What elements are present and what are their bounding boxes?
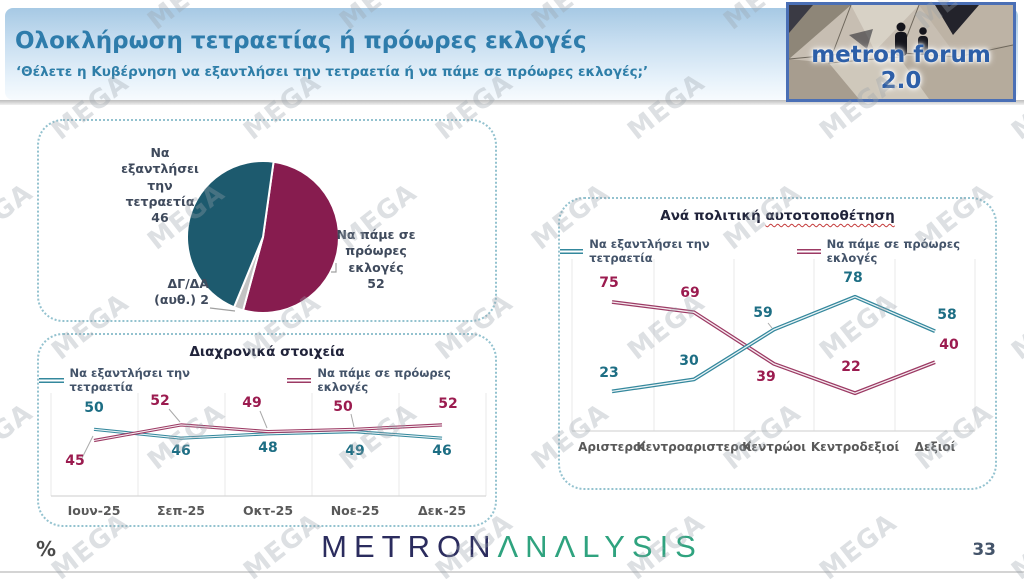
pie-label-dont-know: ΔΓ/ΔΑ (αυθ.) 2 (131, 276, 209, 309)
metron-forum-logo: metron forum 2.0 (786, 2, 1016, 102)
x-axis-label: Κεντροδεξιοί (811, 440, 900, 454)
data-label: 39 (756, 369, 775, 385)
brand-metron: METRON (321, 529, 498, 564)
political-title: Ανά πολιτική αυτοτοποθέτηση (560, 208, 995, 224)
pie-leader-line (331, 263, 337, 273)
data-label: 75 (599, 275, 618, 291)
x-axis-label: Δεκ-25 (418, 503, 466, 518)
data-label: 49 (242, 395, 261, 411)
page-subtitle: ‘Θέλετε η Κυβέρνηση να εξαντλήσει την τε… (16, 64, 649, 80)
data-label: 50 (333, 399, 353, 415)
data-label: 23 (599, 365, 618, 381)
pie-label-text: Να εξαντλήσει την τετραετία (121, 145, 199, 209)
header-divider (0, 100, 1024, 105)
pie-label-exhaust-term: Να εξαντλήσει την τετραετία 46 (117, 145, 203, 226)
pie-chart (186, 160, 340, 314)
timeline-card: Διαχρονικά στοιχεία Να εξαντλήσει την τε… (37, 333, 497, 527)
bottom-divider (0, 571, 1024, 573)
data-label: 45 (65, 453, 84, 469)
label-leader-line (259, 410, 268, 429)
series-line-core (611, 296, 936, 393)
timeline-title: Διαχρονικά στοιχεία (189, 344, 345, 360)
label-leader-line (767, 322, 773, 329)
x-axis-label: Δεξιοί (915, 440, 956, 454)
logo-photo-mosaic (789, 5, 1013, 99)
x-axis-label: Κεντροαριστεροί (636, 440, 752, 454)
pie-label-text: ΔΓ/ΔΑ (αυθ.) (154, 276, 209, 308)
percent-note: % (36, 537, 57, 561)
legend-label: Να εξαντλήσει την τετραετία (69, 366, 190, 394)
legend-item: Να πάμε σε πρόωρες εκλογές (286, 366, 495, 394)
data-label: 78 (843, 270, 862, 286)
x-axis-label: Νοε-25 (331, 503, 380, 518)
legend-item: Να πάμε σε πρόωρες εκλογές (797, 237, 995, 265)
political-card: Ανά πολιτική αυτοτοποθέτηση Να εξαντλήσε… (558, 197, 997, 490)
legend-item: Να εξαντλήσει την τετραετία (560, 237, 757, 265)
legend-item: Να εξαντλήσει την τετραετία (39, 366, 247, 394)
pie-label-value: 2 (200, 292, 209, 308)
data-label: 58 (937, 307, 956, 323)
timeline-chart: 50 46 48 49 46 45 52 49 50 52 Ιουν-25 Σεπ-25 Οκτ-25 Ν… (50, 393, 487, 518)
pie-slice (242, 160, 340, 314)
pie-slice (186, 160, 275, 309)
data-label: 52 (150, 393, 169, 409)
brand-analysis: ΛNΛLYSIS (497, 529, 703, 564)
label-leader-line (168, 408, 181, 423)
series-line-core (93, 424, 443, 442)
label-leader-line (350, 413, 355, 428)
x-axis-label: Σεπ-25 (157, 503, 205, 518)
x-axis-label: Κεντρώοι (742, 440, 806, 454)
data-label: 40 (939, 337, 959, 353)
pie-card: Να εξαντλήσει την τετραετία 46 Να πάμε σ… (37, 119, 497, 322)
legend-label: Να εξαντλήσει την τετραετία (589, 237, 710, 265)
political-chart: 23 30 59 78 58 75 69 39 22 40 ΑριστεροίΚεντροαριστ… (571, 259, 976, 454)
watermark-text: MEGA (0, 397, 39, 477)
pie-leader-line (209, 307, 236, 312)
pie-label-value: 46 (151, 210, 169, 225)
x-axis-label: Αριστεροί (578, 440, 646, 454)
pie-label-value: 52 (367, 275, 385, 291)
page-title: Ολοκλήρωση τετραετίας ή πρόωρες εκλογές (15, 28, 587, 54)
political-legend: Να εξαντλήσει την τετραετία Να πάμε σε πρ… (560, 237, 995, 265)
logo-wordmark: metron forum 2.0 (811, 42, 991, 94)
political-title-prefix: Ανά πολιτική (660, 208, 766, 224)
legend-swatch-line (286, 377, 312, 383)
x-axis-label: Οκτ-25 (243, 503, 293, 518)
legend-swatch-line (39, 377, 64, 383)
series-line-core (611, 301, 936, 394)
data-label: 46 (432, 443, 451, 459)
watermark-text: MEGA (1006, 287, 1024, 367)
pie-label-text: Να πάμε σε πρόωρες εκλογές (336, 227, 416, 275)
data-label: 69 (680, 285, 699, 301)
legend-label: Να πάμε σε πρόωρες εκλογές (826, 237, 961, 265)
timeline-legend: Να εξαντλήσει την τετραετία Να πάμε σε πρ… (39, 366, 495, 394)
series-line-core (93, 428, 443, 439)
pie-label-early-elections: Να πάμε σε πρόωρες εκλογές 52 (335, 227, 417, 292)
political-title-underlined: αυτοτοποθέτηση (765, 208, 895, 224)
data-label: 50 (84, 400, 104, 416)
data-label: 48 (258, 440, 277, 456)
data-label: 49 (345, 443, 364, 459)
data-label: 30 (679, 353, 699, 369)
page-number: 33 (972, 540, 996, 560)
legend-swatch-line (560, 248, 584, 254)
label-leader-line (81, 435, 94, 459)
x-axis-label: Ιουν-25 (68, 503, 121, 518)
data-label: 52 (438, 396, 457, 412)
legend-swatch-line (797, 248, 821, 254)
metron-analysis-logo: METRONΛNΛLYSIS (0, 529, 1024, 565)
data-label: 46 (171, 443, 190, 459)
legend-label: Να πάμε σε πρόωρες εκλογές (317, 366, 451, 394)
data-label: 22 (841, 359, 860, 375)
watermark-text: MEGA (0, 177, 39, 257)
data-label: 59 (753, 305, 772, 321)
